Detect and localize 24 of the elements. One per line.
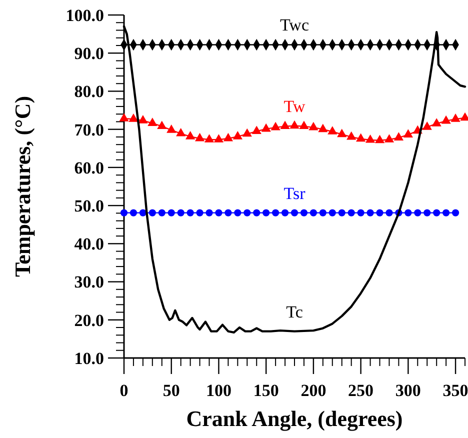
x-tick-label: 200	[300, 380, 326, 400]
y-tick-label: 30.0	[74, 272, 104, 292]
y-axis-title: Temperatures, (°C)	[10, 96, 35, 278]
x-axis-title: Crank Angle, (degrees)	[186, 406, 403, 431]
x-tick-label: 100	[206, 380, 232, 400]
x-tick-label: 150	[253, 380, 279, 400]
y-tick-label: 10.0	[74, 348, 104, 368]
y-tick-label: 100.0	[66, 6, 104, 25]
series-label: Tc	[286, 302, 304, 322]
x-tick-label: 50	[162, 380, 180, 400]
y-tick-label: 40.0	[74, 234, 104, 254]
series-label: Tsr	[284, 184, 306, 203]
x-tick-label: 0	[120, 380, 128, 400]
y-tick-label: 20.0	[74, 310, 104, 330]
x-tick-label: 350	[442, 380, 468, 400]
y-tick-label: 80.0	[74, 82, 104, 102]
x-tick-label: 300	[395, 380, 421, 400]
series-label: Twc	[280, 16, 310, 35]
y-tick-label: 50.0	[74, 196, 104, 216]
y-tick-label: 70.0	[74, 120, 104, 140]
y-tick-label: 90.0	[74, 44, 104, 64]
y-tick-label: 60.0	[74, 158, 104, 178]
series-label: Tw	[284, 96, 306, 116]
x-tick-label: 250	[348, 380, 374, 400]
